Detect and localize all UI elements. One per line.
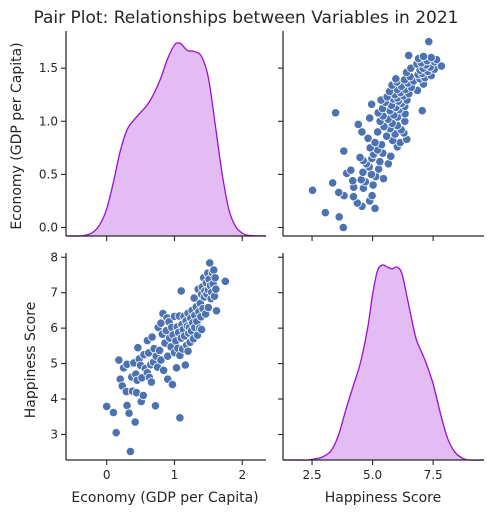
tr-point [338, 222, 348, 233]
bl-point [146, 377, 157, 387]
tr-point [363, 133, 373, 143]
bl-point [147, 332, 157, 342]
tr-point [436, 61, 446, 71]
bl-point [108, 407, 119, 418]
x-axis-label-gdp: Economy (GDP per Capita) [71, 490, 258, 506]
tr-point [339, 146, 349, 156]
bl-point [156, 355, 166, 365]
tr-point [334, 212, 344, 222]
tr-point [346, 165, 356, 175]
gdp-kde-line [65, 42, 267, 237]
tr-point [320, 208, 330, 218]
bl-point [154, 345, 165, 356]
y-axis-label-gdp: Economy (GDP per Capita) [9, 42, 25, 229]
figure-title: Pair Plot: Relationships between Variabl… [34, 8, 459, 28]
bl-xtick-label: 0 [103, 468, 111, 482]
panel-gdp-kde: 0.0 0.5 1.0 1.5 [39, 31, 267, 241]
bl-point [133, 343, 143, 353]
bl-point [125, 446, 136, 457]
happiness-kde-area [283, 264, 484, 461]
tr-point [417, 106, 427, 116]
tr-point [330, 108, 341, 118]
tr-point [348, 176, 358, 186]
bl-point [102, 401, 112, 412]
tr-point [356, 175, 366, 185]
bl-point [205, 258, 215, 268]
bl-point [171, 363, 182, 373]
bl-point [159, 365, 169, 375]
tr-point [348, 192, 359, 202]
bl-xtick-label: 2 [238, 468, 246, 482]
bl-point [183, 346, 193, 356]
y-axis-label-happiness: Happiness Score [23, 302, 39, 419]
tr-point [334, 187, 344, 198]
bl-point [220, 276, 230, 286]
bl-ytick-label: 4 [50, 392, 58, 406]
bl-point [150, 401, 161, 411]
gdp-kde-area [66, 42, 266, 237]
bl-ytick-label: 8 [50, 250, 58, 264]
tr-point [374, 164, 384, 174]
tl-ytick-label: 1.5 [39, 61, 58, 75]
tr-point [357, 127, 367, 137]
tr-point [367, 99, 377, 109]
tr-point [378, 174, 389, 184]
tr-point [375, 157, 385, 167]
tr-point [424, 37, 434, 47]
tr-point [358, 167, 368, 177]
bl-ytick-label: 6 [50, 321, 58, 335]
tr-point [365, 113, 375, 123]
tr-point [386, 151, 396, 161]
tr-point [391, 74, 401, 84]
bl-point [124, 408, 134, 418]
br-xtick-label: 7.5 [424, 468, 443, 482]
tl-ytick-label: 0.5 [39, 167, 58, 181]
bl-point [167, 379, 178, 390]
tr-point [370, 137, 380, 148]
x-axis-label-happiness: Happiness Score [325, 490, 442, 506]
tr-point [307, 185, 318, 195]
bl-point [209, 265, 219, 275]
bl-point [130, 417, 140, 427]
tr-point [370, 203, 380, 213]
tr-point [404, 50, 414, 61]
bl-xtick-label: 1 [171, 468, 179, 482]
tr-point [373, 127, 383, 137]
panel-happiness-vs-gdp: 0 1 2 3 4 5 6 7 8 [50, 250, 266, 482]
tr-point [353, 119, 363, 130]
bl-point [203, 302, 213, 313]
bl-point [122, 400, 132, 411]
bl-point [176, 286, 186, 296]
bl-ytick-label: 3 [50, 427, 58, 441]
bl-point [180, 360, 190, 370]
tr-point [328, 178, 338, 188]
tr-point [368, 180, 378, 190]
bl-point [196, 324, 207, 335]
panel-gdp-vs-happiness [278, 31, 484, 241]
bl-point [210, 273, 220, 283]
bl-point [211, 284, 221, 294]
bl-ytick-label: 7 [50, 286, 58, 300]
br-xtick-label: 2.5 [303, 468, 322, 482]
bl-point [138, 390, 148, 401]
bl-ytick-label: 5 [50, 357, 58, 371]
tl-ytick-label: 1.0 [39, 114, 58, 128]
tr-point [418, 51, 429, 62]
bl-point [189, 293, 199, 303]
bl-point [114, 355, 124, 365]
panel-happiness-kde: 2.5 5.0 7.5 [278, 253, 485, 482]
tr-point [355, 152, 365, 162]
bl-point [211, 306, 222, 316]
happiness-kde-line [282, 264, 485, 461]
br-xtick-label: 5.0 [363, 468, 382, 482]
tr-point [426, 52, 436, 63]
bl-point [175, 413, 185, 423]
tr-point [382, 131, 392, 141]
tl-ytick-label: 0.0 [39, 221, 58, 235]
tr-point [367, 191, 377, 201]
bl-point [111, 428, 121, 438]
